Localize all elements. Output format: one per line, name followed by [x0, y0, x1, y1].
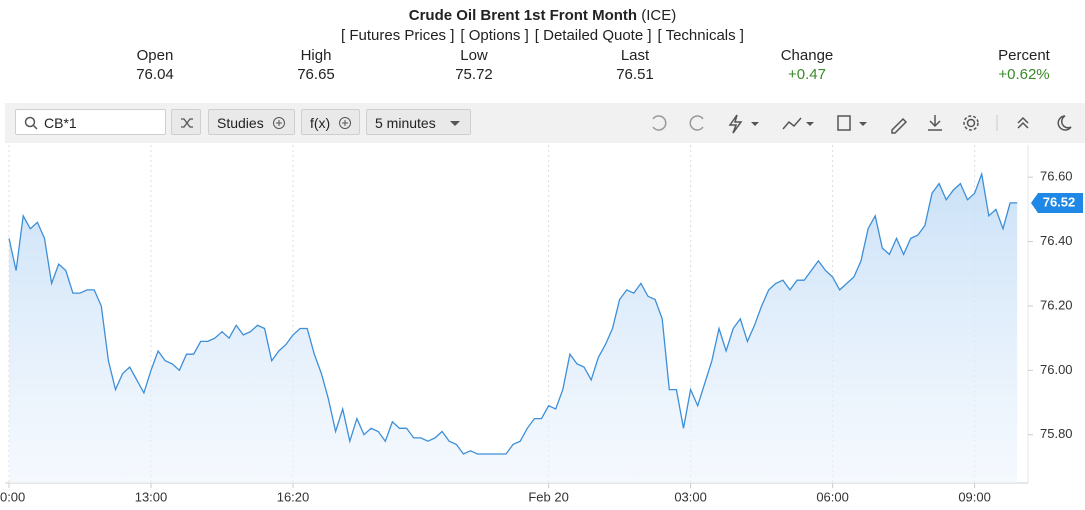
draw-icon[interactable]	[891, 117, 908, 134]
y-tick-label: 76.00	[1040, 362, 1073, 377]
layout-icon[interactable]	[837, 115, 851, 131]
x-tick-label: 13:00	[135, 489, 168, 504]
quote-value: +0.47	[788, 66, 826, 83]
y-tick-label: 76.20	[1040, 297, 1073, 312]
fx-button[interactable]: f(x)	[301, 109, 360, 135]
line	[8, 171, 1018, 455]
chart-type-icon[interactable]	[782, 117, 802, 130]
x-tick-label: 06:00	[816, 489, 849, 504]
fx: f(x)	[310, 115, 331, 131]
quote-label: Last	[620, 47, 650, 64]
toolbar-icons	[652, 114, 1072, 134]
studies-button[interactable]: Studies	[208, 109, 295, 135]
last-price-tag	[1031, 192, 1083, 213]
settings-icon[interactable]	[966, 118, 976, 128]
area	[9, 174, 1018, 483]
x-tick-label: 16:20	[277, 489, 310, 504]
quote-value: 75.72	[455, 66, 493, 83]
interval-button[interactable]: 5 minutes	[366, 109, 471, 135]
download-icon[interactable]	[928, 115, 942, 131]
undo-icon[interactable]	[652, 115, 667, 131]
flash-icon[interactable]	[728, 114, 743, 134]
y-tick-label: 76.40	[1040, 233, 1073, 248]
y-tick-label: 75.80	[1040, 426, 1073, 441]
quote-last: Last 76.51	[585, 46, 685, 84]
quote-percent: Percent +0.62%	[974, 46, 1074, 84]
title-suffix: (ICE)	[641, 7, 677, 24]
compare-button[interactable]	[171, 109, 201, 135]
toolbar: CB*1 Studies f(x) 5 minutes	[5, 103, 1085, 143]
quote-value: 76.65	[297, 66, 335, 83]
symbol: CB*1	[44, 115, 77, 131]
quote-low: Low 75.72	[424, 46, 524, 84]
quote-label: High	[300, 47, 332, 64]
quote-label: Open	[136, 47, 174, 64]
quote-open: Open 76.04	[105, 46, 205, 84]
theme-icon[interactable]	[1057, 115, 1072, 131]
link[interactable]: [ Options ]	[460, 27, 529, 44]
quote-label: Low	[460, 47, 488, 64]
collapse-icon[interactable]	[1017, 116, 1029, 129]
quote-high: High 76.65	[266, 46, 366, 84]
quote-label: Change	[780, 47, 834, 64]
link[interactable]: [ Technicals ]	[657, 27, 744, 44]
link[interactable]: [ Detailed Quote ]	[534, 27, 652, 44]
x-tick-label: 09:00	[958, 489, 991, 504]
quote-label: Percent	[998, 47, 1050, 64]
caret	[450, 121, 460, 126]
shuffle-icon	[181, 118, 193, 128]
x-tick-label: 10:00	[0, 489, 25, 504]
link[interactable]: [ Futures Prices ]	[341, 27, 455, 44]
plus-icon	[273, 117, 285, 129]
search-icon	[24, 116, 38, 130]
x-tick-label: 03:00	[674, 489, 707, 504]
plus-icon	[339, 117, 351, 129]
interval: 5 minutes	[375, 115, 436, 131]
redo-icon[interactable]	[689, 115, 704, 131]
studies: Studies	[217, 115, 264, 131]
symbol-input[interactable]: CB*1	[15, 109, 166, 135]
last-price-label: 76.52	[1043, 194, 1076, 209]
x-tick-label: Feb 20	[528, 489, 568, 504]
y-tick-label: 76.60	[1040, 169, 1073, 184]
quote-change: Change +0.47	[757, 46, 857, 84]
links: [ Futures Prices ] [ Options ] [ Detailed …	[0, 27, 1085, 44]
title: Crude Oil Brent 1st Front Month	[408, 7, 638, 24]
quote-value: +0.62%	[998, 66, 1050, 83]
header-title: Crude Oil Brent 1st Front Month (ICE)	[0, 7, 1085, 24]
quote-value: 76.51	[616, 66, 654, 83]
quote-value: 76.04	[136, 66, 174, 83]
